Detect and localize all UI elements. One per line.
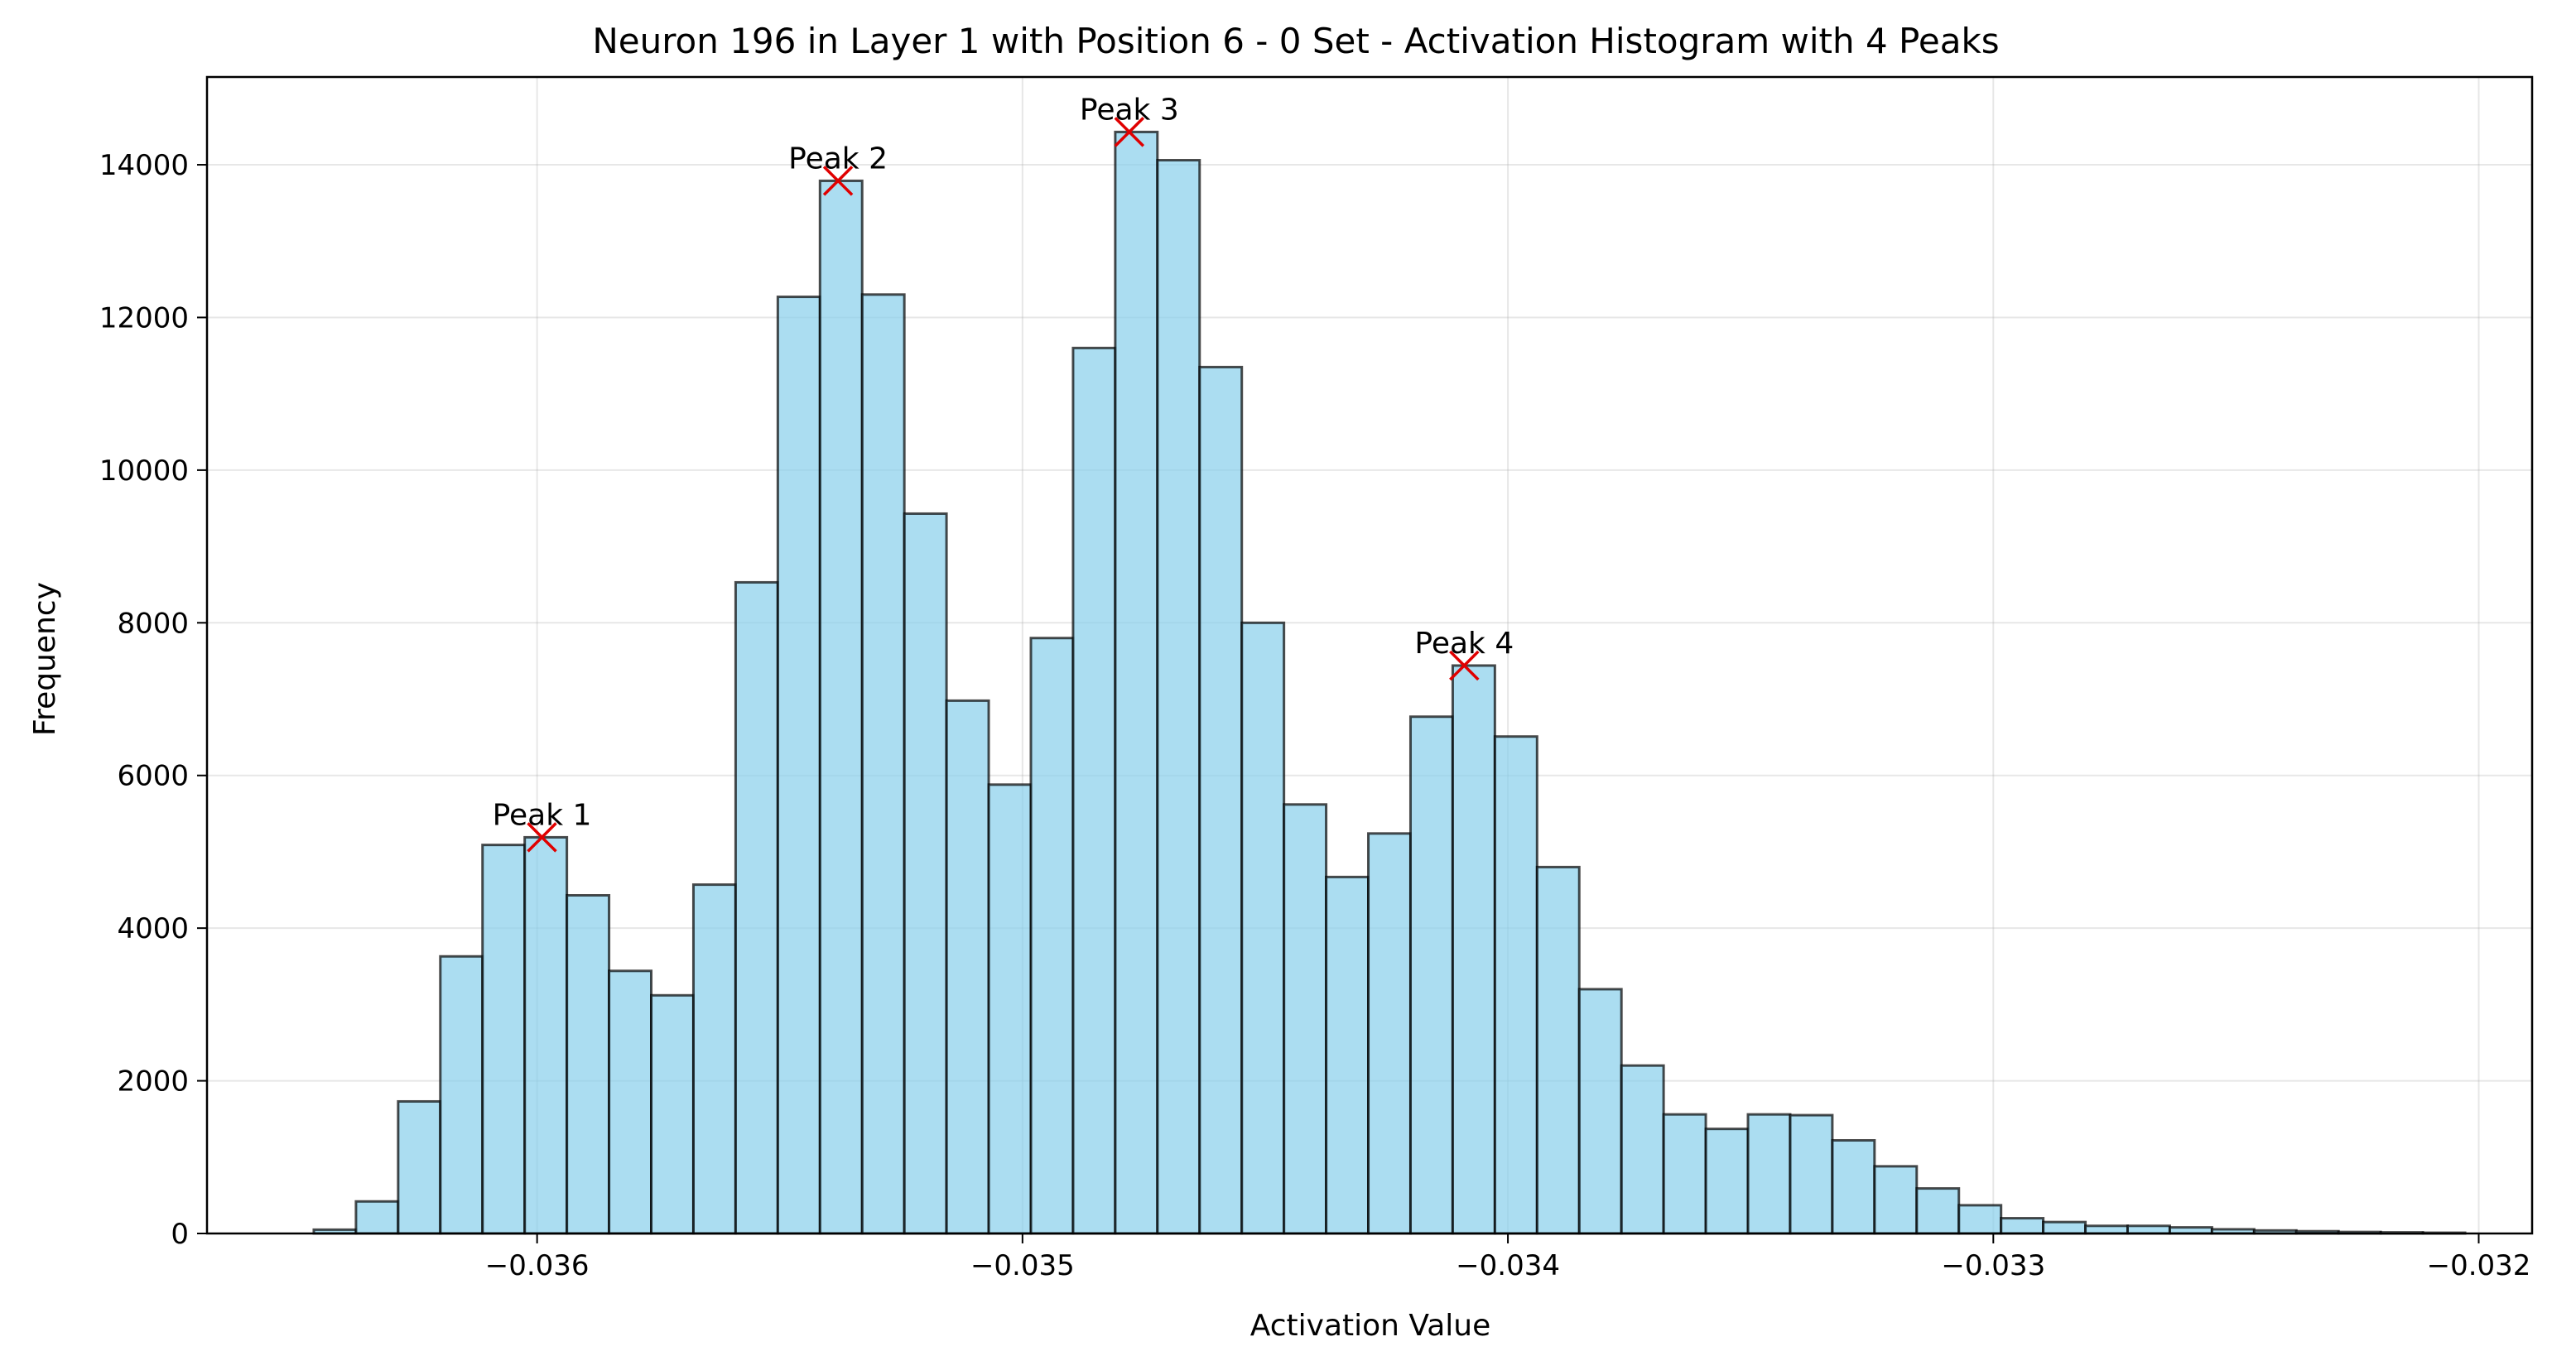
histogram-bar-12 xyxy=(818,179,864,1235)
histogram-bar-34 xyxy=(1746,1113,1792,1235)
histogram-bar-4 xyxy=(481,844,527,1235)
histogram-bar-24 xyxy=(1325,875,1370,1235)
peak-marker-3 xyxy=(1114,117,1145,147)
histogram-bar-33 xyxy=(1704,1128,1750,1235)
x-tick-label-4: −0.032 xyxy=(2427,1249,2531,1282)
histogram-bar-23 xyxy=(1283,803,1328,1235)
histogram-bar-10 xyxy=(734,580,779,1235)
histogram-bar-36 xyxy=(1831,1139,1876,1235)
histogram-bar-39 xyxy=(1957,1204,2003,1235)
histogram-bar-17 xyxy=(1029,637,1075,1235)
histogram-bar-14 xyxy=(903,512,948,1235)
peak-label-4: Peak 4 xyxy=(1414,627,1514,661)
peak-annotations: Peak 1 Peak 2 Peak 3 Peak 4 xyxy=(493,93,1514,853)
histogram-bar-25 xyxy=(1367,832,1412,1235)
histogram-bar-15 xyxy=(945,699,990,1235)
histogram-bar-20 xyxy=(1156,159,1201,1235)
chart-title: Neuron 196 in Layer 1 with Position 6 - … xyxy=(592,21,1999,61)
histogram-bar-3 xyxy=(439,954,484,1235)
peak-label-3: Peak 3 xyxy=(1080,93,1179,127)
peak-marker-1 xyxy=(527,822,557,853)
histogram-bar-31 xyxy=(1620,1064,1665,1235)
histogram-bar-40 xyxy=(2000,1217,2045,1235)
histogram-bar-6 xyxy=(566,894,611,1235)
histogram-bar-7 xyxy=(608,969,653,1235)
peak-marker-4 xyxy=(1449,650,1480,681)
peak-marker-2 xyxy=(822,166,854,196)
histogram-bar-16 xyxy=(987,783,1033,1235)
histogram-bar-28 xyxy=(1493,735,1538,1235)
x-tick-label-3: −0.033 xyxy=(1941,1249,2045,1282)
histogram-bar-21 xyxy=(1198,365,1244,1235)
histogram-bar-38 xyxy=(1915,1187,1961,1235)
y-tick-label-6: 12000 xyxy=(99,301,189,334)
y-tick-label-3: 6000 xyxy=(117,760,189,793)
axis-ticks: −0.036 −0.035 −0.034 −0.033 −0.032 0 2000 4000 6… xyxy=(99,149,2531,1282)
histogram-bar-42 xyxy=(2084,1224,2130,1235)
histogram-bar-43 xyxy=(2126,1224,2171,1235)
x-axis-label: Activation Value xyxy=(1250,1309,1491,1343)
histogram-bar-22 xyxy=(1240,621,1286,1235)
y-tick-label-5: 10000 xyxy=(99,454,189,488)
peak-label-2: Peak 2 xyxy=(788,142,888,176)
histogram-bars xyxy=(312,130,2467,1235)
histogram-bar-11 xyxy=(776,296,821,1235)
histogram-bar-2 xyxy=(397,1099,442,1235)
histogram-bar-19 xyxy=(1114,130,1159,1235)
histogram-bar-9 xyxy=(691,883,737,1235)
histogram-bar-8 xyxy=(650,993,695,1235)
x-tick-label-2: −0.034 xyxy=(1456,1249,1560,1282)
histogram-bar-13 xyxy=(860,293,906,1235)
y-tick-label-7: 14000 xyxy=(99,149,189,182)
histogram-bar-32 xyxy=(1662,1113,1707,1235)
histogram-bar-1 xyxy=(354,1200,400,1235)
x-tick-label-1: −0.035 xyxy=(970,1249,1075,1282)
histogram-bar-27 xyxy=(1451,664,1496,1235)
histogram-bar-5 xyxy=(523,835,569,1235)
histogram-bar-37 xyxy=(1873,1165,1919,1235)
y-tick-label-2: 4000 xyxy=(117,912,189,945)
y-tick-label-4: 8000 xyxy=(117,607,189,640)
y-tick-label-0: 0 xyxy=(171,1218,189,1251)
histogram-bar-35 xyxy=(1789,1113,1834,1235)
histogram-bar-26 xyxy=(1408,715,1454,1235)
x-tick-label-0: −0.036 xyxy=(485,1249,590,1282)
histogram-bar-18 xyxy=(1071,346,1117,1235)
histogram-bar-29 xyxy=(1535,865,1581,1235)
plot-area-frame xyxy=(205,75,2534,1235)
histogram-bar-41 xyxy=(2042,1220,2087,1235)
histogram-bar-30 xyxy=(1577,988,1623,1235)
y-tick-label-1: 2000 xyxy=(117,1065,189,1099)
peak-label-1: Peak 1 xyxy=(493,798,592,832)
y-axis-label: Frequency xyxy=(28,582,62,736)
